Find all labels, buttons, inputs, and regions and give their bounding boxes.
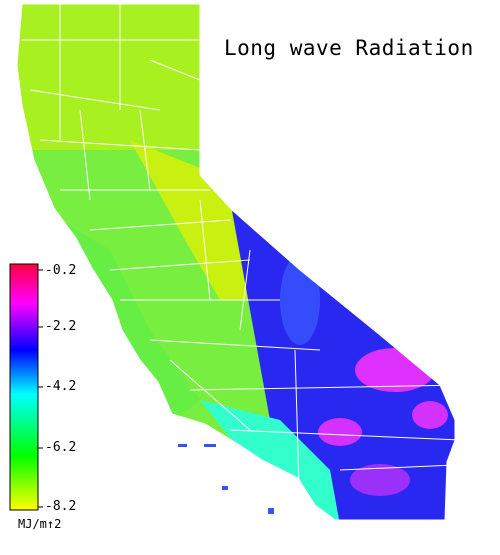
- colorbar-gradient: [9, 263, 39, 511]
- region-sierra: [130, 140, 250, 300]
- region-desert: [230, 200, 455, 520]
- colorbar-tick-label: -0.2: [45, 263, 77, 278]
- channel-islands: [178, 444, 274, 514]
- colorbar-tick-label: -2.2: [45, 319, 77, 334]
- hot-zone-4: [350, 464, 410, 496]
- colorbar-tick-label: -6.2: [45, 440, 77, 455]
- region-central-coast: [60, 220, 200, 420]
- hot-zone-3: [412, 401, 448, 429]
- hot-zone-2: [318, 418, 362, 446]
- colorbar-tick-marks: [38, 269, 43, 508]
- colorbar-unit-label: MJ/m↑2: [18, 517, 62, 531]
- california-map: [16, 3, 456, 521]
- colorbar: [9, 263, 43, 511]
- state-outline: [16, 3, 456, 521]
- region-north: [17, 4, 220, 150]
- colorbar-tick-label: -8.2: [45, 499, 77, 514]
- cool-zone-1: [280, 255, 320, 345]
- map-title: Long wave Radiation: [224, 36, 474, 60]
- colorbar-tick-label: -4.2: [45, 379, 77, 394]
